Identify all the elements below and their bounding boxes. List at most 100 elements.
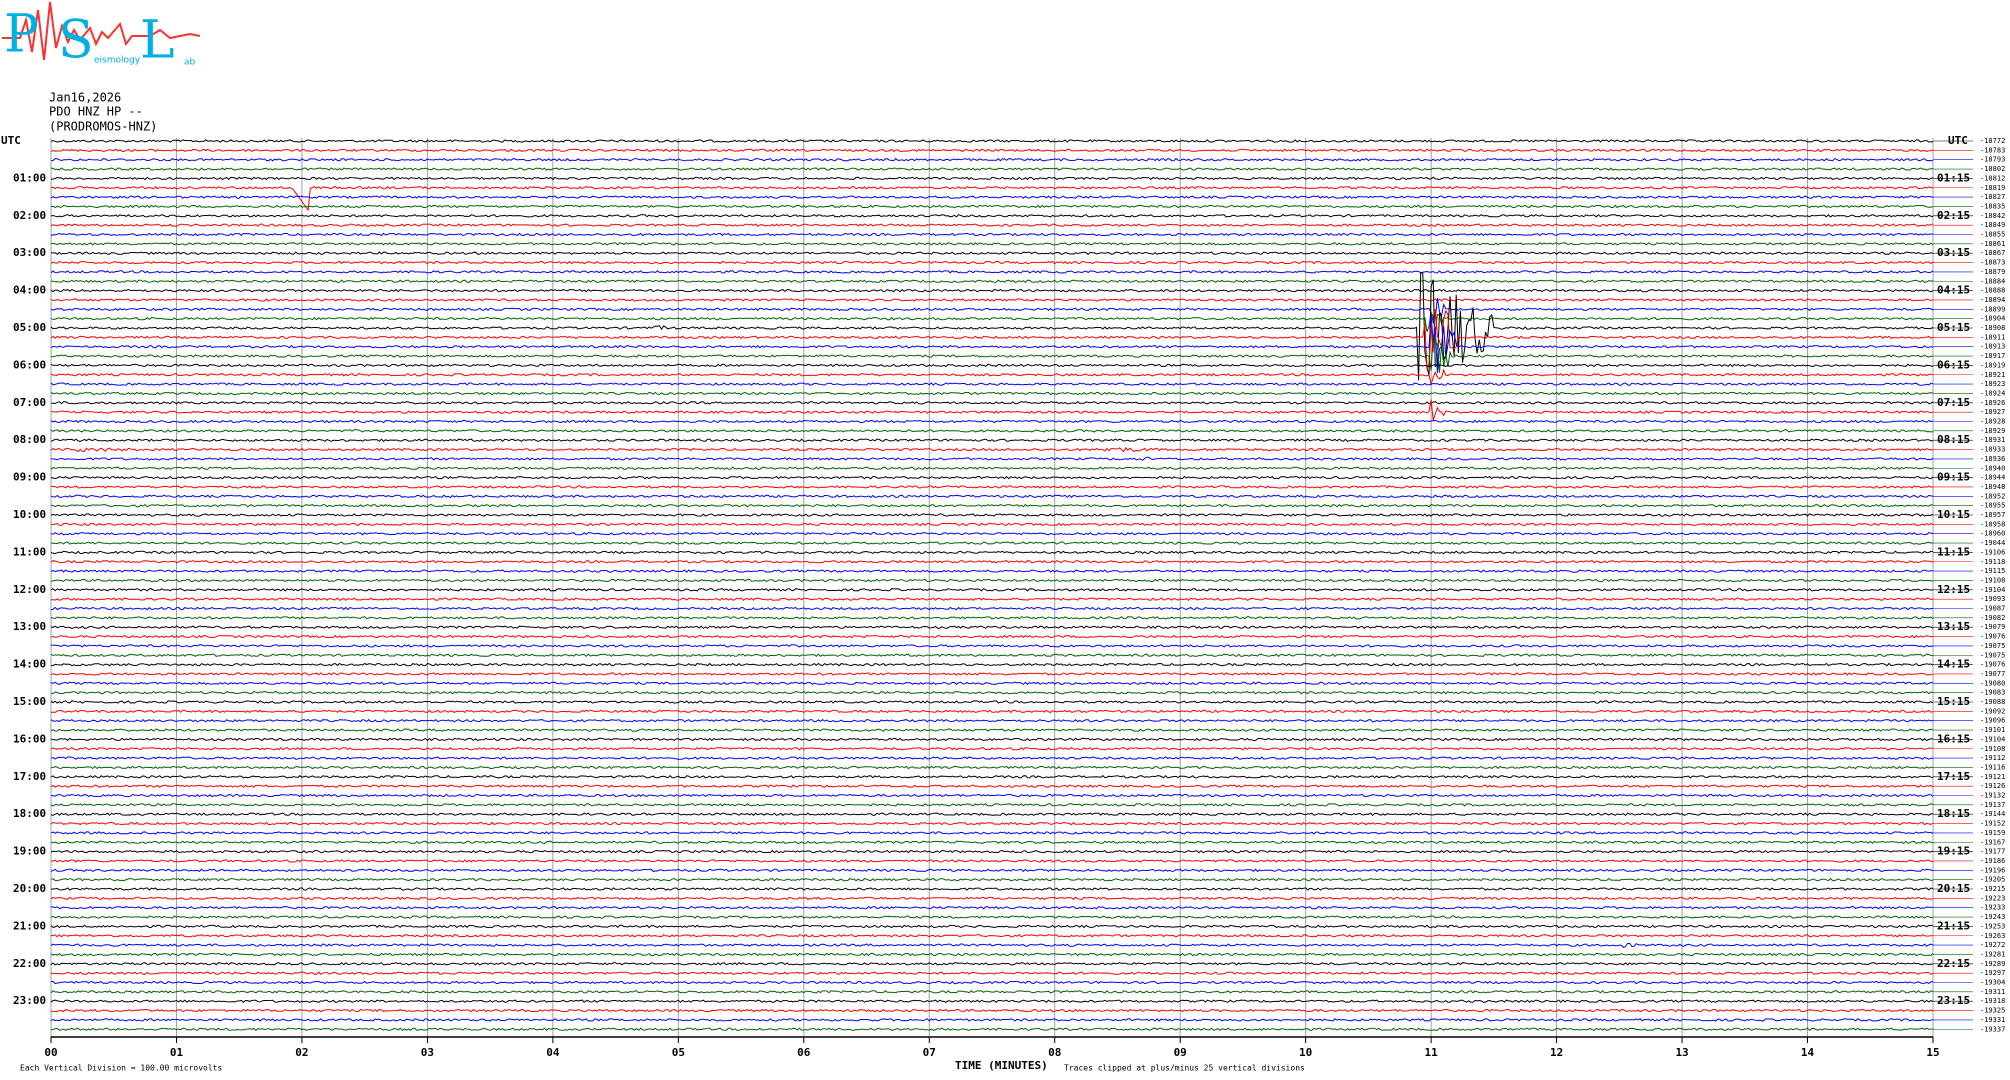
trace-offset-label: -19093 — [1980, 595, 2005, 603]
left-time-label: 14:00 — [13, 658, 46, 671]
x-tick-label: 15 — [1926, 1046, 1939, 1059]
trace-offset-label: -18928 — [1980, 418, 2005, 426]
trace-offset-label: -18960 — [1980, 530, 2005, 538]
x-tick-label: 00 — [44, 1046, 57, 1059]
trace — [50, 288, 1934, 293]
left-time-label: 13:00 — [13, 620, 46, 633]
right-time-label: 11:15 — [1937, 545, 1970, 558]
right-time-label: 01:15 — [1937, 171, 1970, 184]
trace-offset-label: -19126 — [1980, 782, 2005, 790]
trace-offset-label: -18948 — [1980, 483, 2005, 491]
x-tick-label: 14 — [1801, 1046, 1815, 1059]
right-time-label: 16:15 — [1937, 732, 1970, 745]
trace-offset-label: -18919 — [1980, 361, 2005, 369]
trace-offset-label: -19076 — [1980, 633, 2005, 641]
trace-offset-label: -19092 — [1980, 707, 2005, 715]
trace-offset-label: -18888 — [1980, 287, 2005, 295]
trace-offset-label: -19101 — [1980, 726, 2005, 734]
x-axis-label: TIME (MINUTES) — [955, 1059, 1048, 1072]
right-time-label: 12:15 — [1937, 583, 1970, 596]
left-time-label: 05:00 — [13, 321, 46, 334]
trace — [50, 653, 1934, 657]
trace — [50, 223, 1934, 227]
trace — [50, 315, 1934, 374]
trace — [50, 503, 1934, 508]
left-time-label: 11:00 — [13, 545, 46, 558]
trace-offset-label: -18929 — [1980, 427, 2005, 435]
scale-note: Each Vertical Division = 100.00 microvol… — [20, 1064, 222, 1073]
trace — [50, 531, 1934, 536]
trace-offset-label: -18867 — [1980, 249, 2005, 257]
trace-offset-label: -18772 — [1980, 137, 2005, 145]
trace-offset-label: -19088 — [1980, 698, 2005, 706]
right-time-label: 13:15 — [1937, 620, 1970, 633]
logo-wave — [2, 1, 201, 61]
trace — [50, 298, 1934, 324]
logo-letter: P — [4, 5, 39, 65]
trace-offset-label: -19132 — [1980, 792, 2005, 800]
left-time-label: 08:00 — [13, 433, 46, 446]
trace-offset-label: -19108 — [1980, 576, 2005, 584]
trace-offset-label: -18879 — [1980, 268, 2005, 276]
trace — [50, 849, 1934, 854]
trace — [50, 368, 1934, 385]
trace — [50, 803, 1934, 807]
trace — [50, 485, 1934, 489]
trace — [50, 990, 1934, 994]
right-axis-label: UTC — [1948, 134, 1968, 147]
trace-offset-label: -19075 — [1980, 651, 2005, 659]
station: PDO HNZ HP -- — [49, 105, 143, 119]
clip-note: Traces clipped at plus/minus 25 vertical… — [1064, 1064, 1305, 1073]
trace-offset-label: -19144 — [1980, 810, 2005, 818]
right-time-label: 05:15 — [1937, 321, 1970, 334]
x-tick-label: 06 — [797, 1046, 811, 1059]
trace-offset-label: -19331 — [1980, 1016, 2005, 1024]
trace — [50, 905, 1934, 910]
trace — [50, 588, 1934, 592]
left-time-label: 09:00 — [13, 471, 46, 484]
left-time-label: 04:00 — [13, 284, 46, 297]
logo-text: ab — [184, 58, 196, 68]
left-time-label: 06:00 — [13, 358, 46, 371]
trace — [50, 148, 1934, 153]
x-tick-label: 07 — [923, 1046, 936, 1059]
trace — [50, 578, 1934, 583]
trace — [50, 1008, 1934, 1013]
trace-offset-label: -18913 — [1980, 343, 2005, 351]
trace-offset-label: -18899 — [1980, 305, 2005, 313]
trace-offset-label: -19076 — [1980, 661, 2005, 669]
trace-offset-label: -19116 — [1980, 763, 2005, 771]
trace — [50, 391, 1934, 396]
trace — [50, 980, 1934, 985]
right-time-label: 14:15 — [1937, 658, 1970, 671]
trace — [50, 700, 1934, 704]
trace-offset-label: -19243 — [1980, 913, 2005, 921]
trace-offset-label: -19079 — [1980, 623, 2005, 631]
trace — [50, 718, 1934, 723]
date: Jan16,2026 — [49, 91, 121, 105]
trace — [50, 868, 1934, 873]
trace — [50, 513, 1934, 517]
right-time-label: 02:15 — [1937, 209, 1970, 222]
trace-offset-label: -19263 — [1980, 932, 2005, 940]
left-time-label: 10:00 — [13, 508, 46, 521]
right-time-label: 17:15 — [1937, 770, 1970, 783]
left-axis-label: UTC — [1, 134, 21, 147]
trace — [50, 569, 1934, 573]
trace-offset-label: -18940 — [1980, 464, 2005, 472]
trace — [50, 784, 1934, 788]
trace-offset-label: -19281 — [1980, 950, 2005, 958]
trace — [50, 690, 1934, 695]
logo-letter: S — [58, 11, 94, 71]
right-time-label: 09:15 — [1937, 471, 1970, 484]
trace — [50, 311, 1934, 333]
right-time-label: 23:15 — [1937, 994, 1970, 1007]
trace — [50, 466, 1934, 470]
trace-offset-label: -19318 — [1980, 997, 2005, 1005]
trace — [50, 308, 1934, 370]
trace — [50, 924, 1934, 929]
trace — [50, 232, 1934, 237]
trace-offset-label: -18827 — [1980, 193, 2005, 201]
left-time-label: 01:00 — [13, 171, 46, 184]
